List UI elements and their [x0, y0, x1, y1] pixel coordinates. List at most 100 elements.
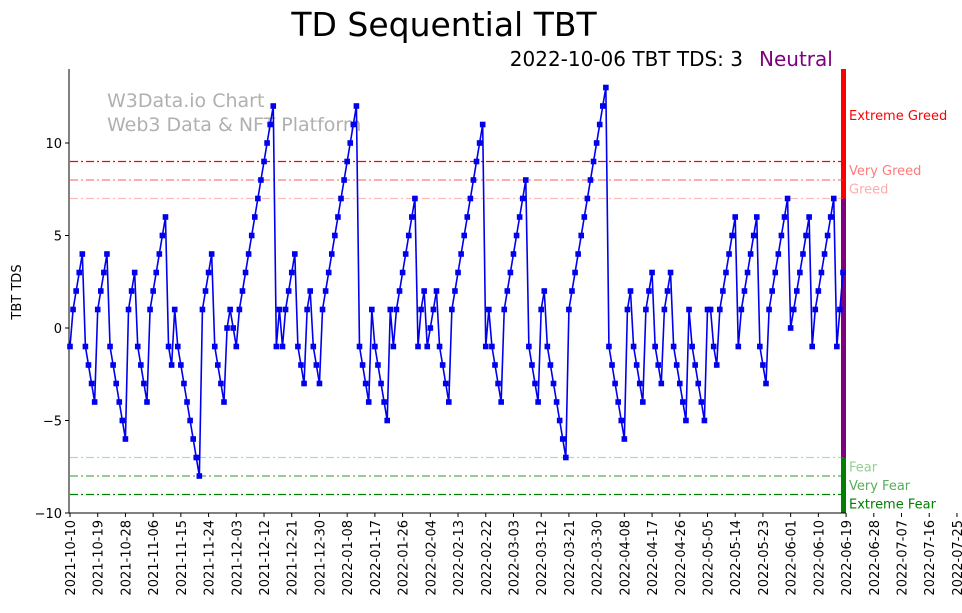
threshold-label-very-fear: Very Fear [849, 479, 911, 494]
y-tick-label: 10 [45, 137, 62, 152]
x-tick-label: 2021-12-30 [313, 520, 328, 596]
data-point [615, 399, 621, 405]
data-point [134, 343, 141, 350]
zone-bar-neutral [841, 198, 846, 458]
y-tick-label: −5 [43, 415, 62, 430]
data-point [446, 399, 452, 405]
x-tick-label: 2022-01-26 [397, 520, 412, 596]
data-point [830, 195, 837, 202]
data-point [837, 306, 843, 313]
threshold-label-fear: Fear [849, 461, 878, 476]
x-tick-label: 2022-03-12 [535, 520, 550, 596]
data-point [347, 140, 354, 146]
data-point [646, 288, 652, 294]
data-point [772, 269, 779, 276]
data-point [559, 436, 566, 442]
data-point [76, 269, 83, 276]
data-point [707, 306, 714, 313]
data-point [510, 251, 517, 257]
x-tick-label: 2022-06-01 [785, 520, 800, 596]
data-point [458, 251, 464, 257]
data-point [578, 232, 585, 239]
data-point [119, 417, 126, 424]
x-tick-label: 2022-02-13 [452, 520, 467, 596]
data-point [563, 454, 569, 461]
series-tbt-tds [67, 84, 846, 479]
x-tick-label: 2021-11-15 [175, 520, 190, 596]
data-point [335, 214, 341, 220]
data-point [516, 214, 523, 220]
data-point [396, 288, 403, 294]
data-point [298, 362, 304, 368]
data-point [319, 306, 326, 313]
data-point [692, 362, 698, 368]
data-point [399, 269, 406, 276]
watermark-line-2: Web3 Data & NFT Platform [107, 114, 361, 136]
x-tick-label: 2022-02-22 [480, 520, 495, 596]
data-point [612, 380, 618, 387]
data-point [556, 417, 563, 424]
data-point [504, 288, 511, 294]
threshold-label-very-greed: Very Greed [849, 164, 921, 179]
zone-bar [841, 69, 846, 513]
x-tick-label: 2022-03-30 [591, 520, 606, 596]
data-point [239, 288, 246, 294]
data-point [255, 195, 261, 202]
data-point [633, 362, 640, 368]
data-point [713, 362, 720, 368]
data-point [101, 269, 107, 276]
x-tick-label: 2022-04-17 [646, 520, 661, 596]
data-point [365, 399, 372, 405]
data-point [421, 288, 427, 294]
chart-subtitle: 2022-10-06 TBT TDS: 3 [510, 47, 743, 71]
data-point [797, 269, 803, 276]
data-point [153, 269, 160, 276]
data-point [840, 269, 846, 276]
data-point [775, 251, 782, 257]
data-point [790, 306, 797, 313]
data-point [590, 158, 597, 165]
data-point [541, 288, 548, 294]
data-point [288, 269, 295, 276]
data-point [141, 380, 147, 387]
data-point [464, 214, 471, 220]
x-tick-label: 2022-07-07 [896, 520, 911, 596]
data-point [489, 343, 495, 350]
data-point [769, 288, 775, 294]
data-point [362, 380, 369, 387]
data-point [304, 306, 310, 313]
data-point [390, 343, 397, 350]
data-point [261, 158, 267, 165]
data-point [455, 269, 461, 276]
data-point [584, 195, 591, 202]
data-point [695, 380, 702, 387]
data-point [698, 399, 705, 405]
data-point [442, 380, 449, 387]
data-point [332, 232, 338, 239]
x-tick-label: 2022-04-26 [674, 520, 689, 596]
x-tick-label: 2022-07-16 [923, 520, 938, 596]
data-point [258, 177, 264, 183]
x-tick-label: 2021-12-21 [286, 520, 301, 596]
data-point [125, 306, 132, 313]
data-point [704, 306, 711, 313]
data-point [359, 362, 366, 368]
data-point [131, 269, 138, 276]
data-point [652, 343, 658, 350]
data-point [427, 325, 434, 331]
data-point [744, 269, 751, 276]
data-point [587, 177, 594, 183]
data-point [738, 306, 745, 313]
data-point [803, 232, 809, 239]
series-line [69, 86, 844, 477]
x-axis-ticks: 2021-10-10 2021-10-19 2021-10-28 2021-11-06… [64, 513, 962, 596]
data-point [476, 140, 483, 146]
x-tick-label: 2021-10-19 [92, 520, 107, 596]
data-point [815, 288, 822, 294]
data-point [412, 195, 418, 202]
data-point [316, 380, 323, 387]
data-point [313, 362, 320, 368]
data-point [834, 343, 840, 350]
data-point [710, 343, 717, 350]
status-label: Neutral [759, 47, 833, 71]
